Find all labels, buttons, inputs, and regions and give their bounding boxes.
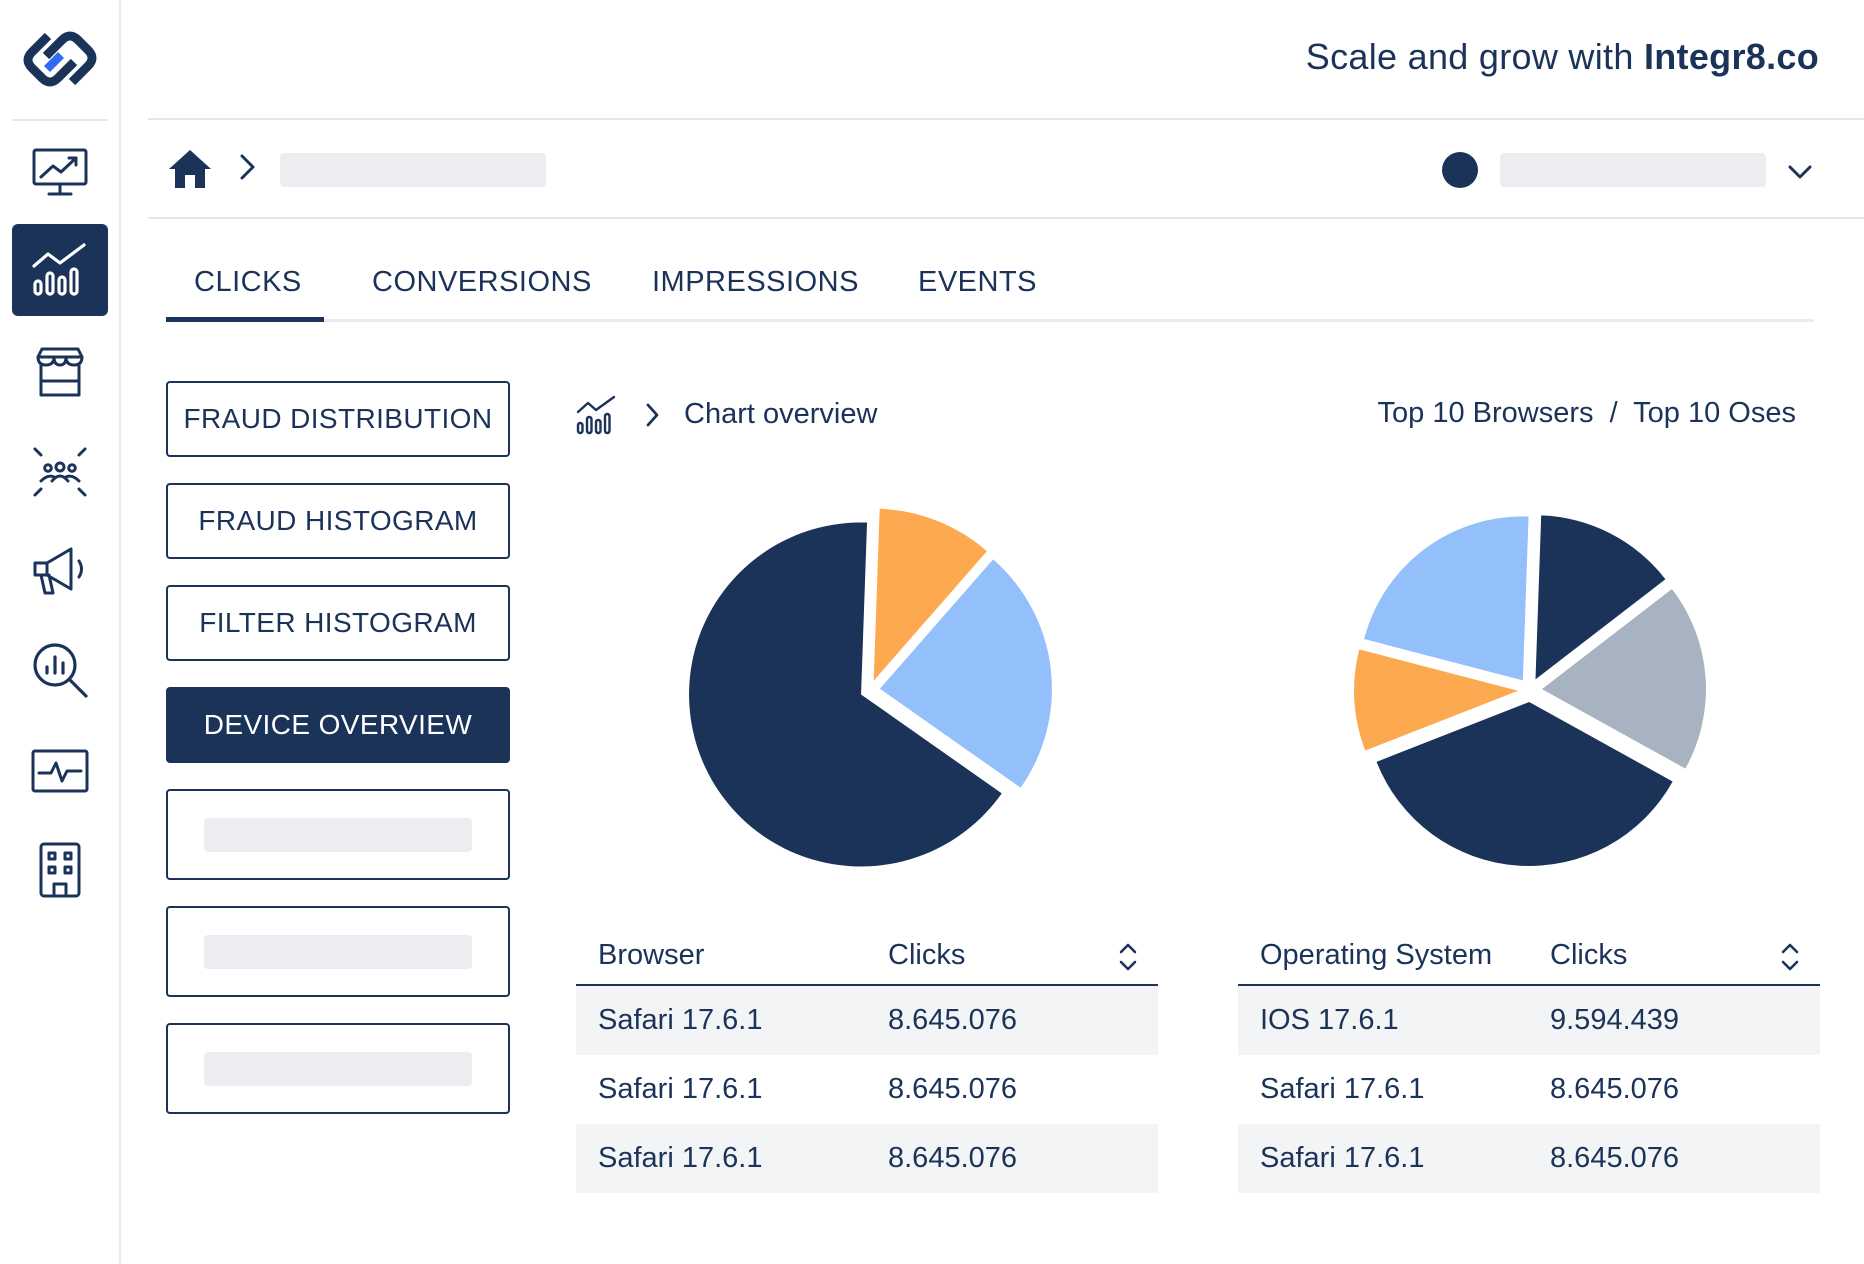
table-header: Browser Clicks <box>576 926 1158 986</box>
pie-slice <box>1376 701 1673 866</box>
chart-overview-label: Chart overview <box>684 398 878 430</box>
activity-monitor-icon <box>31 749 89 793</box>
pie-slice <box>689 522 1002 867</box>
storefront-icon <box>36 347 84 397</box>
building-icon <box>39 842 81 898</box>
fraud-distribution-button[interactable]: FRAUD DISTRIBUTION <box>166 381 510 457</box>
button-placeholder <box>204 934 472 969</box>
tab-events[interactable]: EVENTS <box>918 266 1038 298</box>
avatar[interactable] <box>1442 152 1478 188</box>
integr8-logo-icon[interactable] <box>18 28 102 90</box>
column-header-clicks[interactable]: Clicks <box>1550 938 1628 971</box>
nav-analytics[interactable] <box>12 224 108 316</box>
table-header: Operating System Clicks <box>1238 926 1820 986</box>
os-name: Safari 17.6.1 <box>1260 1073 1425 1105</box>
filter-histogram-button[interactable]: FILTER HISTOGRAM <box>166 585 510 661</box>
click-count: 8.645.076 <box>1550 1073 1680 1105</box>
placeholder-button[interactable] <box>166 789 510 880</box>
nav-store[interactable] <box>12 326 108 418</box>
button-placeholder <box>204 817 472 852</box>
pie-slice <box>873 508 987 681</box>
nav-dashboard[interactable] <box>12 126 108 218</box>
fraud-histogram-button[interactable]: FRAUD HISTOGRAM <box>166 483 510 559</box>
nav-company[interactable] <box>12 824 108 916</box>
pie-slice <box>1354 649 1519 751</box>
pie-slice <box>879 559 1052 788</box>
analytics-chart-icon <box>32 243 86 296</box>
column-header-browser[interactable]: Browser <box>598 938 705 971</box>
chevron-down-icon[interactable] <box>1786 158 1814 186</box>
table-row[interactable]: Safari 17.6.1 8.645.076 <box>576 1055 1158 1124</box>
tagline-prefix: Scale and grow with <box>1305 36 1634 77</box>
sort-icon[interactable] <box>1114 940 1142 974</box>
column-header-clicks[interactable]: Clicks <box>888 938 966 971</box>
placeholder-button[interactable] <box>166 906 510 997</box>
table-row[interactable]: Safari 17.6.1 8.645.076 <box>576 986 1158 1055</box>
click-count: 8.645.076 <box>888 1073 1018 1105</box>
pie-slice <box>1541 589 1706 769</box>
tagline-brand: Integr8.co <box>1643 36 1819 77</box>
sidebar-divider <box>12 119 108 121</box>
pie-slice <box>1364 516 1529 681</box>
button-placeholder <box>204 1051 472 1086</box>
table-row[interactable]: IOS 17.6.1 9.594.439 <box>1238 986 1820 1055</box>
tabs-divider <box>166 319 1814 322</box>
browser-pie-chart <box>689 508 1052 867</box>
browser-name: Safari 17.6.1 <box>598 1004 763 1036</box>
tab-clicks[interactable]: CLICKS <box>194 266 302 298</box>
breadcrumb-chevron <box>238 150 258 193</box>
sort-icon[interactable] <box>1776 940 1804 974</box>
os-table: Operating System Clicks IOS 17.6.1 9.594… <box>1238 926 1820 1193</box>
os-pie-chart <box>1354 515 1706 866</box>
table-row[interactable]: Safari 17.6.1 8.645.076 <box>1238 1124 1820 1193</box>
browser-name: Safari 17.6.1 <box>598 1073 763 1105</box>
tab-conversions[interactable]: CONVERSIONS <box>372 266 592 298</box>
audience-icon <box>33 447 87 497</box>
sidebar <box>0 0 121 1264</box>
megaphone-icon <box>33 547 83 595</box>
click-count: 8.645.076 <box>888 1004 1018 1036</box>
search-analytics-icon <box>33 643 88 698</box>
click-count: 9.594.439 <box>1550 1004 1680 1036</box>
top-browsers-link[interactable]: Top 10 Browsers <box>1377 397 1594 429</box>
device-overview-button[interactable]: DEVICE OVERVIEW <box>166 687 510 763</box>
os-name: Safari 17.6.1 <box>1260 1142 1425 1174</box>
presentation-chart-icon <box>32 148 88 196</box>
click-count: 8.645.076 <box>1550 1142 1680 1174</box>
nav-audience[interactable] <box>12 426 108 518</box>
nav-insights[interactable] <box>12 624 108 716</box>
browser-table: Browser Clicks Safari 17.6.1 8.645.076 S… <box>576 926 1158 1193</box>
tab-impressions[interactable]: IMPRESSIONS <box>652 266 859 298</box>
top-links-separator: / <box>1609 397 1618 429</box>
breadcrumb-divider <box>148 217 1864 219</box>
nav-campaigns[interactable] <box>12 524 108 616</box>
placeholder-button[interactable] <box>166 1023 510 1114</box>
click-count: 8.645.076 <box>888 1142 1018 1174</box>
top-links: Top 10 Browsers / Top 10 Oses <box>1378 397 1797 430</box>
account-name-placeholder <box>1500 153 1766 187</box>
table-row[interactable]: Safari 17.6.1 8.645.076 <box>576 1124 1158 1193</box>
header-divider <box>148 118 1864 120</box>
browser-name: Safari 17.6.1 <box>598 1142 763 1174</box>
nav-monitoring[interactable] <box>12 726 108 818</box>
active-tab-indicator <box>166 317 324 322</box>
os-name: IOS 17.6.1 <box>1260 1004 1399 1036</box>
tagline: Scale and grow with Integr8.co <box>1306 36 1819 78</box>
breadcrumb-placeholder <box>280 153 546 187</box>
chart-breadcrumb-chevron <box>644 400 662 435</box>
home-icon[interactable] <box>166 147 214 191</box>
column-header-operating-system[interactable]: Operating System <box>1260 938 1493 971</box>
pie-slice <box>1535 515 1666 680</box>
top-oses-link[interactable]: Top 10 Oses <box>1633 397 1796 429</box>
table-row[interactable]: Safari 17.6.1 8.645.076 <box>1238 1055 1820 1124</box>
analytics-chart-icon[interactable] <box>574 393 618 437</box>
